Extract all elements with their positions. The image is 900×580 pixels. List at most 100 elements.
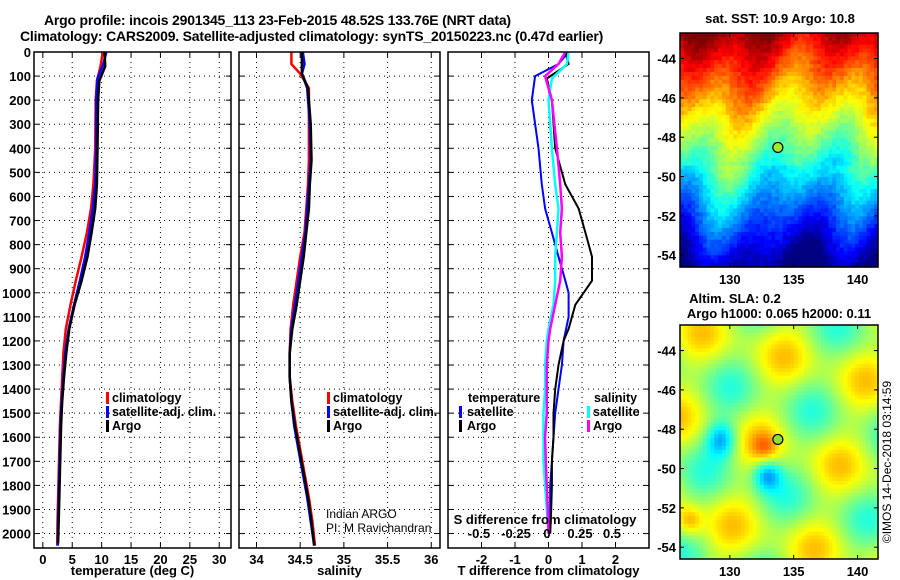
map-cell [740, 150, 746, 155]
map-cell [725, 251, 731, 256]
map-cell [691, 371, 696, 377]
map-cell [759, 414, 765, 420]
map-cell [790, 83, 795, 89]
map-cell [862, 204, 868, 210]
map-cell [763, 36, 769, 42]
map-cell [771, 169, 776, 174]
map-cell [740, 75, 746, 81]
map-cell [782, 379, 788, 385]
map-cell [858, 107, 864, 112]
map-cell [680, 83, 685, 89]
x-tick-label: 20 [153, 552, 167, 567]
map-cell [858, 60, 864, 65]
legend-swatch [587, 420, 590, 432]
map-cell [847, 360, 852, 365]
map-cell [824, 83, 830, 89]
map-cell [862, 111, 868, 116]
map-cell [748, 146, 753, 151]
map-cell [744, 259, 750, 264]
map-cell [820, 68, 826, 73]
map-cell [870, 387, 875, 392]
map-cell [718, 263, 723, 268]
map-cell [847, 107, 852, 112]
map-cell [805, 383, 811, 388]
map-cell [798, 379, 803, 385]
map-cell [813, 259, 818, 264]
map-cell [729, 371, 734, 377]
map-cell [809, 348, 814, 353]
map-cell [718, 103, 723, 108]
map-cell [809, 379, 814, 385]
map-cell [718, 406, 723, 412]
map-cell [737, 196, 742, 202]
map-cell [817, 375, 822, 381]
map-cell [790, 111, 795, 116]
map-cell [725, 60, 731, 65]
map-cell [699, 126, 704, 132]
map-cell [744, 395, 750, 400]
map-cell [729, 387, 734, 392]
map-cell [836, 150, 841, 155]
map-cell [858, 99, 864, 104]
map-cell [855, 200, 860, 206]
map-cell [775, 153, 780, 159]
map-cell [756, 364, 761, 369]
map-cell [832, 99, 837, 104]
map-cell [687, 200, 693, 206]
map-cell [813, 200, 818, 206]
map-cell [817, 75, 822, 81]
map-cell [725, 150, 731, 155]
map-cell [771, 336, 776, 342]
map-cell [718, 379, 723, 385]
map-cell [824, 399, 830, 404]
map-cell [870, 150, 875, 155]
map-cell [870, 79, 875, 85]
map-cell [737, 418, 742, 424]
map-cell [680, 103, 685, 108]
map-cell [729, 235, 734, 241]
map-cell [862, 352, 868, 357]
map-cell [847, 340, 852, 346]
map-cell [809, 364, 814, 369]
map-cell [798, 52, 803, 57]
map-cell [718, 340, 723, 346]
map-cell [839, 138, 845, 143]
map-cell [874, 130, 879, 135]
map-cell [763, 192, 769, 198]
map-cell [862, 52, 868, 57]
map-cell [695, 33, 700, 38]
map-cell [699, 391, 704, 396]
map-cell [733, 367, 738, 373]
map-cell [733, 192, 738, 198]
map-cell [740, 146, 746, 151]
map-cell [801, 142, 807, 147]
map-cell [744, 406, 750, 412]
map-cell [687, 130, 693, 135]
map-cell [790, 114, 795, 120]
map-cell [775, 130, 780, 135]
map-cell [771, 52, 776, 57]
map-cell [794, 383, 799, 388]
map-cell [798, 185, 803, 190]
map-cell [737, 83, 742, 89]
map-cell [794, 255, 799, 260]
map-cell [832, 185, 837, 190]
map-cell [687, 243, 693, 249]
map-cell [718, 356, 723, 361]
map-cell [874, 99, 879, 104]
map-cell [843, 251, 849, 256]
map-cell [767, 165, 772, 171]
map-cell [695, 161, 700, 167]
map-cell [836, 426, 841, 431]
map-cell [737, 235, 742, 241]
map-cell [695, 87, 700, 93]
map-cell [695, 235, 700, 241]
map-cell [702, 204, 708, 210]
map-cell [843, 387, 849, 392]
map-cell [706, 235, 712, 241]
map-cell [858, 208, 864, 213]
map-cell [790, 414, 795, 420]
map-cell [851, 336, 856, 342]
map-cell [710, 344, 715, 349]
map-cell [699, 181, 704, 186]
